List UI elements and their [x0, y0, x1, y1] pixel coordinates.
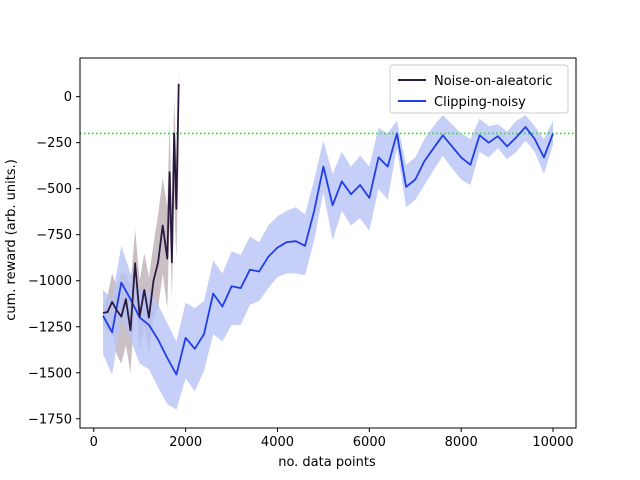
- x-tick-label: 10000: [532, 435, 573, 450]
- series-line-0: [102, 83, 180, 332]
- y-axis-label: cum. reward (arb. units.): [4, 159, 19, 321]
- legend-label-1: Clipping-noisy: [434, 95, 526, 110]
- y-tick-label: −1750: [28, 412, 72, 427]
- legend-box: [389, 64, 569, 114]
- axes-frame: [79, 57, 577, 429]
- y-tick-label: −750: [36, 228, 72, 243]
- plot-area: [80, 70, 576, 410]
- series-line-1: [102, 126, 554, 376]
- y-tick-label: 0: [64, 90, 72, 105]
- y-tick-label: −1500: [28, 366, 72, 381]
- legend-label-0: Noise-on-aleatoric: [434, 74, 553, 89]
- x-tick-label: 6000: [353, 435, 386, 450]
- y-tick-label: −500: [36, 182, 72, 197]
- y-tick-label: −1000: [28, 274, 72, 289]
- axes: 0 2000 4000 6000 8000 10000 0 −250 −500 −750 −1000…: [28, 57, 577, 450]
- x-axis-label: no. data points: [278, 455, 376, 470]
- x-tick-label: 4000: [261, 435, 294, 450]
- x-tick-label: 0: [90, 435, 98, 450]
- y-tick-label: −250: [36, 136, 72, 151]
- legend: Noise-on-aleatoric Clipping-noisy: [389, 64, 569, 114]
- x-tick-label: 8000: [445, 435, 478, 450]
- y-tick-label: −1250: [28, 320, 72, 335]
- x-tick-label: 2000: [169, 435, 202, 450]
